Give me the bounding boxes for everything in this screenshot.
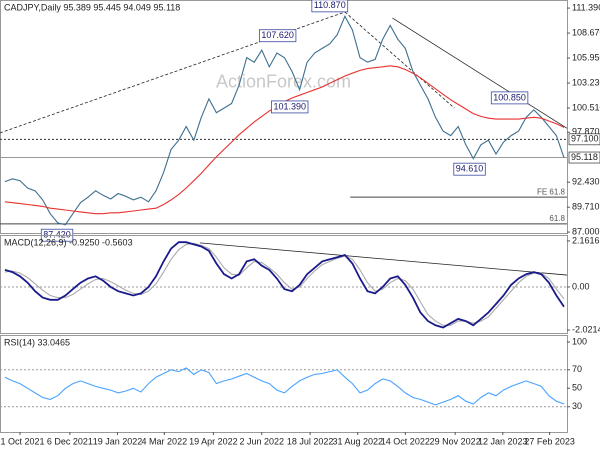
annotation-box (271, 100, 309, 114)
x-tick-label: 14 Oct 2022 (381, 436, 430, 446)
x-tick-label: 4 Mar 2022 (142, 436, 188, 446)
annotation-box (453, 162, 486, 176)
x-tick-label: 29 Nov 2022 (430, 436, 481, 446)
series-line (4, 242, 565, 326)
y-tick-label: 30 (572, 401, 582, 411)
annotation-label: 101.390 (273, 101, 306, 111)
x-tick-label: 12 Jan 2023 (478, 436, 528, 446)
level-label: 97.100 (571, 134, 599, 144)
y-tick-label: 100 (572, 336, 587, 346)
annotation-box (490, 91, 529, 105)
annotation-label: 94.610 (456, 164, 484, 174)
y-tick-label: 2.1616 (572, 235, 600, 245)
x-tick-label: 19 Jan 2022 (93, 436, 143, 446)
y-tick-label: 0.00 (572, 281, 590, 291)
y-tick-label: 92.430 (572, 177, 600, 187)
series-line (4, 241, 565, 329)
annotation-label: 87.420 (43, 230, 71, 240)
y-tick-label: 70 (572, 364, 582, 374)
y-tick-label: 108.670 (572, 27, 600, 37)
panel-title: CADJPY,Daily 95.389 95.445 94.049 95.118 (4, 2, 180, 12)
trendline (392, 17, 568, 129)
y-tick-label: 97.870 (572, 127, 600, 137)
y-tick-label: 87.000 (572, 226, 600, 236)
level-box (568, 151, 600, 164)
annotation-box (311, 0, 349, 13)
level-box (568, 133, 600, 146)
panel-frame (0, 335, 568, 433)
series-line (4, 367, 565, 406)
y-tick-label: 50 (572, 383, 582, 393)
annotation-label: 100.850 (493, 92, 526, 102)
series-line (4, 15, 565, 226)
trendline (0, 11, 346, 134)
panel-title: RSI(14) 33.0465 (4, 337, 70, 347)
panel-frame (0, 235, 568, 334)
panel-frame (0, 0, 568, 234)
watermark: ActionForex.com (216, 71, 351, 91)
y-tick-label: 105.950 (572, 52, 600, 62)
trendline (199, 242, 568, 276)
fib-label: FE 61.8 (537, 187, 566, 196)
x-tick-label: 27 Feb 2023 (524, 436, 575, 446)
annotation-box (258, 29, 297, 43)
x-tick-label: 6 Dec 2021 (47, 436, 93, 446)
trendline (344, 11, 455, 109)
panel-title: MACD(12,26,9) -0.9250 -0.5603 (4, 237, 133, 247)
y-tick-label: 103.230 (572, 77, 600, 87)
x-tick-label: 21 Oct 2021 (0, 436, 45, 446)
y-tick-label: 111.390 (572, 2, 600, 12)
x-tick-label: 19 Apr 2022 (189, 436, 238, 446)
annotation-label: 107.620 (261, 30, 294, 40)
annotation-label: 110.870 (314, 0, 346, 10)
x-tick-label: 18 Jul 2022 (287, 436, 334, 446)
level-label: 95.118 (571, 152, 598, 162)
y-tick-label: -2.0214 (572, 324, 600, 334)
x-tick-label: 2 Jun 2022 (240, 436, 285, 446)
fib-label: 61.8 (549, 214, 565, 223)
y-tick-label: 89.710 (572, 202, 600, 212)
y-tick-label: 100.510 (572, 102, 600, 112)
x-tick-label: 31 Aug 2022 (332, 436, 383, 446)
